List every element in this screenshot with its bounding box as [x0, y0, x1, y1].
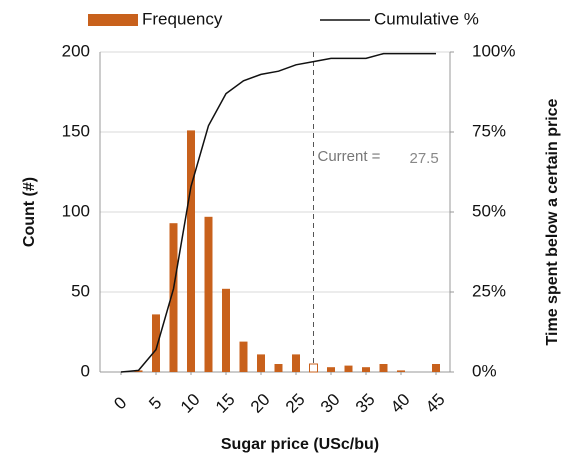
- bar: [397, 370, 405, 372]
- bar: [169, 223, 178, 372]
- x-tick-label: 30: [317, 390, 344, 417]
- y2-tick-label: 50%: [472, 201, 506, 220]
- x-axis-label: Sugar price (USc/bu): [221, 436, 379, 453]
- bar: [204, 216, 213, 372]
- x-tick-label: 40: [387, 390, 414, 417]
- y2-tick-label: 25%: [472, 281, 506, 300]
- y2-tick-label: 0%: [472, 361, 497, 380]
- y-tick-label: 200: [62, 41, 90, 60]
- y-tick-label: 50: [71, 281, 90, 300]
- bar: [239, 341, 248, 372]
- x-tick-label: 10: [177, 390, 204, 417]
- bar: [432, 364, 440, 372]
- y-tick-label: 0: [81, 361, 90, 380]
- x-tick-label: 25: [282, 390, 309, 417]
- annotation-label: Current =: [318, 148, 381, 165]
- bar: [134, 370, 143, 372]
- bar: [327, 367, 335, 372]
- bar: [309, 363, 318, 373]
- annotation-value: 27.5: [410, 150, 439, 167]
- bar: [379, 364, 388, 372]
- bar: [222, 288, 230, 372]
- x-tick-label: 5: [145, 393, 165, 413]
- bar: [274, 364, 283, 372]
- y2-axis-label: Time spent below a certain price: [544, 98, 561, 345]
- y2-tick-label: 75%: [472, 121, 506, 140]
- bar: [362, 367, 370, 372]
- y-tick-label: 100: [62, 201, 90, 220]
- bar: [152, 314, 160, 372]
- legend-swatch: [88, 14, 138, 26]
- cumulative-line: [120, 52, 436, 373]
- bar: [257, 354, 265, 372]
- legend-label: Cumulative %: [374, 9, 479, 28]
- x-tick-label: 15: [212, 390, 239, 417]
- bar: [187, 130, 195, 372]
- bar: [344, 365, 353, 372]
- y-tick-label: 150: [62, 121, 90, 140]
- y2-tick-label: 100%: [472, 41, 515, 60]
- x-tick-label: 0: [110, 393, 130, 413]
- x-tick-label: 35: [352, 390, 379, 417]
- legend-label: Frequency: [142, 9, 223, 28]
- y-axis-label: Count (#): [21, 177, 38, 247]
- x-tick-label: 20: [247, 390, 274, 417]
- bar: [292, 354, 300, 372]
- x-tick-label: 45: [422, 390, 449, 417]
